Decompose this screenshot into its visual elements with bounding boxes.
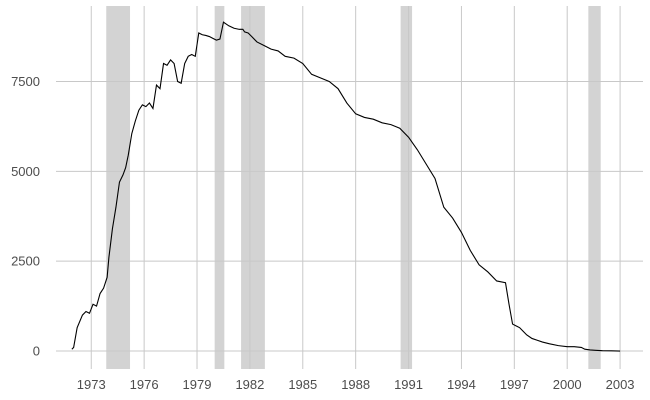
x-tick-label-1988: 1988: [341, 377, 370, 392]
x-tick-label-1991: 1991: [394, 377, 423, 392]
y-tick-label-7500: 7500: [11, 74, 40, 89]
gridlines-group: [56, 6, 643, 369]
series-line-1: [71, 21, 621, 352]
x-tick-label-1985: 1985: [288, 377, 317, 392]
x-tick-label-1979: 1979: [183, 377, 212, 392]
y-tick-label-0: 0: [33, 344, 40, 359]
y-tick-label-2500: 2500: [11, 254, 40, 269]
recession-band-4: [400, 6, 413, 369]
x-tick-label-2000: 2000: [553, 377, 582, 392]
y-axis-tick-labels: 0 2500 5000 7500: [11, 74, 40, 359]
y-tick-label-5000: 5000: [11, 164, 40, 179]
recession-band-1: [106, 6, 131, 369]
x-tick-label-1997: 1997: [500, 377, 529, 392]
recession-band-5: [588, 6, 601, 369]
recession-band-2: [214, 6, 225, 369]
x-tick-label-1973: 1973: [77, 377, 106, 392]
x-tick-label-1982: 1982: [235, 377, 264, 392]
x-tick-label-1976: 1976: [130, 377, 159, 392]
series-group: [71, 21, 621, 352]
x-axis-tick-labels: 1973 1976 1979 1982 1985 1988 1991 1994 1997 2000…: [77, 377, 635, 392]
x-tick-label-1994: 1994: [447, 377, 476, 392]
recession-shading-group: [106, 6, 601, 369]
x-tick-label-2003: 2003: [606, 377, 635, 392]
recession-band-3: [241, 6, 265, 369]
